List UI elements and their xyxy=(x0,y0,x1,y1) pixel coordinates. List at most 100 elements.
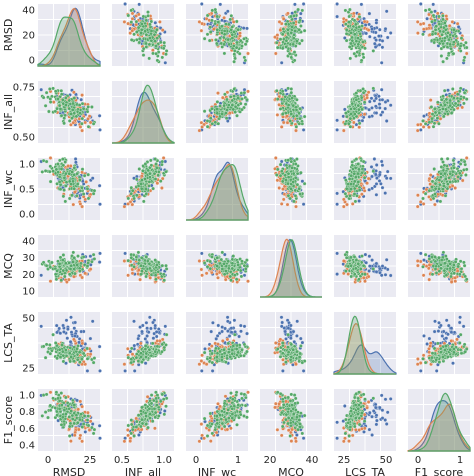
scatter-point xyxy=(75,182,80,186)
scatter-point xyxy=(164,52,168,57)
scatter-point xyxy=(211,27,216,32)
scatter-point xyxy=(448,103,453,108)
scatter-point xyxy=(366,90,371,95)
scatter-point xyxy=(158,20,162,24)
scatter-point xyxy=(44,159,49,164)
scatter-point xyxy=(273,51,278,56)
scatter-point xyxy=(460,105,465,110)
scatter-point xyxy=(369,165,374,169)
scatter-point xyxy=(164,263,168,268)
scatter-point xyxy=(279,60,284,65)
scatter-point xyxy=(139,255,144,260)
scatter-point xyxy=(62,175,67,180)
scatter-point xyxy=(447,175,451,180)
panel-INF_wc-vs-LCS_TA xyxy=(334,156,396,220)
scatter-point xyxy=(238,34,242,38)
scatter-point xyxy=(123,2,127,6)
scatter-point xyxy=(61,194,66,199)
scatter-point xyxy=(352,112,357,116)
scatter-point xyxy=(370,106,374,110)
scatter-point xyxy=(60,157,65,161)
scatter-point xyxy=(377,172,382,177)
scatter-point xyxy=(92,188,97,193)
scatter-point xyxy=(298,18,302,23)
scatter-point xyxy=(377,34,381,38)
scatter-point xyxy=(302,28,307,33)
scatter-point xyxy=(55,268,59,273)
scatter-point xyxy=(423,191,428,196)
scatter-point xyxy=(58,107,63,111)
scatter-point xyxy=(356,36,360,40)
scatter-point xyxy=(74,160,78,165)
scatter-point xyxy=(144,41,148,46)
scatter-point xyxy=(55,106,59,111)
scatter-point xyxy=(74,193,79,198)
scatter-point xyxy=(284,178,288,182)
scatter-point xyxy=(149,163,154,168)
scatter-point xyxy=(80,275,84,280)
scatter-point xyxy=(298,11,303,16)
scatter-point xyxy=(138,277,142,282)
scatter-point xyxy=(443,177,448,181)
panel-MCQ-vs-RMSD xyxy=(38,235,102,297)
scatter-point xyxy=(354,97,359,102)
scatter-point xyxy=(224,22,228,26)
scatter-point xyxy=(48,97,53,101)
scatter-point xyxy=(441,184,446,188)
scatter-point xyxy=(415,128,420,133)
scatter-point xyxy=(430,116,434,121)
scatter-point xyxy=(98,251,102,256)
scatter-point xyxy=(385,35,390,40)
scatter-point xyxy=(122,204,127,209)
scatter-point xyxy=(134,255,139,259)
scatter-point xyxy=(216,121,221,126)
scatter-point xyxy=(154,162,158,166)
scatter-point xyxy=(216,20,221,24)
scatter-point xyxy=(374,96,378,101)
scatter-point xyxy=(85,264,90,268)
scatter-point xyxy=(288,196,293,201)
scatter-point xyxy=(362,188,367,193)
scatter-point xyxy=(132,264,136,269)
scatter-point xyxy=(48,164,53,169)
scatter-point xyxy=(72,190,77,195)
scatter-point xyxy=(144,255,149,259)
scatter-point xyxy=(291,36,296,40)
scatter-point xyxy=(295,97,299,102)
scatter-point xyxy=(280,46,285,51)
scatter-point xyxy=(437,186,441,191)
scatter-point xyxy=(416,122,420,127)
scatter-point xyxy=(164,169,168,174)
scatter-point xyxy=(452,165,456,170)
scatter-point xyxy=(97,183,102,188)
scatter-point xyxy=(416,193,420,198)
scatter-point xyxy=(222,15,226,20)
scatter-point xyxy=(383,191,388,195)
scatter-point xyxy=(274,40,279,45)
scatter-point xyxy=(213,21,217,26)
panel-RMSD-vs-F1_score xyxy=(408,2,470,66)
scatter-point xyxy=(286,27,290,32)
scatter-point xyxy=(160,28,165,32)
scatter-point xyxy=(357,25,362,29)
scatter-point xyxy=(444,97,449,102)
scatter-point xyxy=(53,272,58,277)
scatter-point xyxy=(286,103,291,107)
scatter-point xyxy=(372,157,377,161)
scatter-point xyxy=(78,111,82,115)
scatter-point xyxy=(226,103,231,107)
scatter-point xyxy=(367,99,372,104)
scatter-point xyxy=(291,42,296,47)
scatter-point xyxy=(366,176,371,181)
scatter-point xyxy=(388,103,393,108)
scatter-point xyxy=(421,32,425,37)
scatter-point xyxy=(452,107,456,112)
scatter-point xyxy=(297,186,302,191)
scatter-point xyxy=(156,170,161,174)
scatter-point xyxy=(243,266,248,271)
scatter-point xyxy=(372,41,377,46)
scatter-point xyxy=(344,22,348,26)
scatter-point xyxy=(384,119,389,123)
scatter-point xyxy=(162,40,167,45)
